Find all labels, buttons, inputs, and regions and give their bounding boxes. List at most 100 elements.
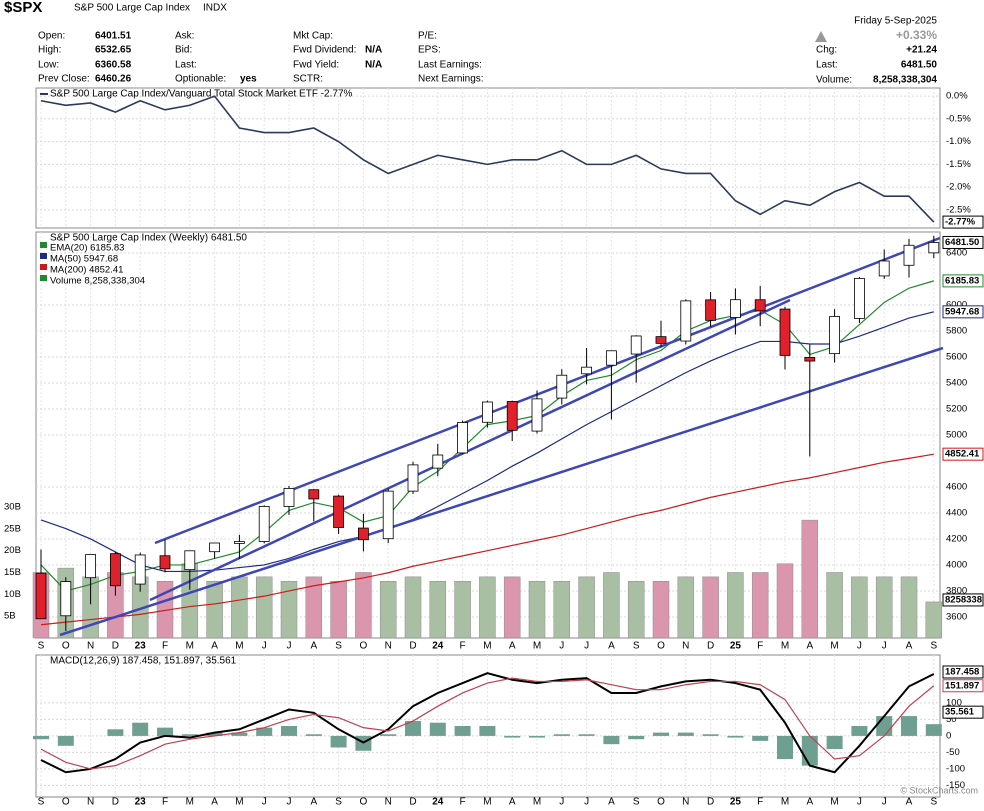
- histogram-bar: [429, 722, 446, 736]
- field-value: yes: [240, 74, 257, 85]
- legend-swatch: [40, 264, 47, 270]
- histogram-bar: [901, 716, 917, 736]
- x-tick-label: M: [235, 641, 243, 652]
- macd-line: [40, 677, 935, 770]
- y-tick-label: 3800: [946, 585, 967, 596]
- field-label: EPS:: [418, 45, 441, 56]
- candle-body: [928, 242, 940, 254]
- volume-tick-label: 20B: [4, 545, 21, 556]
- x-tick-label: D: [112, 641, 119, 652]
- volume-bar: [751, 572, 769, 639]
- legend-entry: Volume 8,258,338,304: [50, 276, 145, 287]
- histogram-bar: [603, 735, 620, 745]
- x-tick-label: O: [360, 641, 368, 652]
- x-tick-label: A: [310, 797, 317, 808]
- x-tick-label: S: [335, 797, 342, 808]
- volume-bar: [603, 572, 620, 639]
- legend-swatch: [40, 242, 47, 248]
- y-tick-label: 5200: [946, 404, 967, 415]
- volume-bar: [900, 576, 918, 639]
- candle-body: [655, 336, 667, 344]
- value-tag: 187.458: [945, 667, 979, 678]
- histogram-bar: [479, 726, 496, 736]
- histogram-bar: [157, 727, 173, 736]
- histogram-bar: [653, 732, 669, 736]
- histogram-bar: [727, 735, 744, 738]
- volume-bar: [355, 572, 372, 639]
- y-tick-label: 6400: [946, 248, 967, 259]
- date: Friday 5-Sep-2025: [854, 16, 937, 27]
- x-tick-label: 24: [432, 797, 444, 808]
- trend-line: [149, 298, 791, 602]
- y-tick-label: -0.5%: [946, 113, 971, 124]
- value-tag-box: [942, 274, 984, 288]
- x-tick-label: O: [657, 797, 665, 808]
- volume-bar: [826, 572, 843, 639]
- candle-body: [357, 527, 369, 541]
- histogram-bar: [206, 732, 223, 736]
- volume-bar: [429, 580, 447, 639]
- volume-bar: [875, 576, 893, 639]
- x-tick-label: S: [335, 641, 342, 652]
- field-value: 6532.65: [95, 45, 132, 56]
- y-tick-label: -2.0%: [946, 182, 971, 193]
- x-tick-label: O: [657, 641, 665, 652]
- value-tag-box: [942, 705, 984, 719]
- field-label: Volume:: [816, 75, 852, 86]
- candle-body: [308, 489, 320, 500]
- x-tick-label: A: [806, 641, 813, 652]
- x-tick-label: J: [559, 641, 564, 652]
- change-pct: +0.33%: [896, 28, 937, 42]
- volume-tick-label: 10B: [4, 589, 21, 600]
- x-tick-label: M: [186, 641, 194, 652]
- y-tick-label: 4000: [946, 559, 967, 570]
- x-tick-label: 25: [730, 797, 742, 808]
- panel-title: S&P 500 Large Cap Index (Weekly) 6481.50: [50, 233, 247, 244]
- candle-body: [829, 316, 840, 355]
- value-tag-box: [942, 665, 984, 679]
- histogram-bar: [281, 726, 297, 736]
- value-tag: 6185.83: [945, 275, 979, 286]
- field-value: +21.24: [906, 45, 937, 56]
- exchange: INDX: [203, 3, 227, 14]
- field-label: Prev Close:: [38, 74, 90, 85]
- volume-tick-label: 30B: [4, 502, 21, 513]
- x-tick-label: S: [633, 797, 640, 808]
- x-tick-label: O: [360, 797, 368, 808]
- x-tick-label: M: [781, 641, 789, 652]
- candle-body: [854, 277, 865, 319]
- x-tick-label: 23: [135, 797, 147, 808]
- credit: © StockCharts.com: [900, 785, 978, 795]
- field-label: Bid:: [175, 45, 192, 56]
- y-tick-label: 3600: [946, 611, 967, 622]
- y-tick-label: 5400: [946, 378, 967, 389]
- x-tick-label: N: [385, 641, 392, 652]
- x-tick-label: J: [287, 797, 292, 808]
- volume-bar: [404, 576, 422, 639]
- field-value: 6481.50: [901, 60, 938, 71]
- y-tick-label: 0.0%: [946, 91, 968, 102]
- x-tick-label: J: [584, 797, 589, 808]
- candle-body: [481, 401, 493, 423]
- y-tick-label: 4200: [946, 533, 967, 544]
- volume-bar: [801, 519, 819, 639]
- up-arrow: [815, 31, 827, 42]
- histogram-bar: [256, 727, 273, 736]
- x-tick-label: F: [162, 797, 168, 808]
- x-tick-label: S: [930, 641, 937, 652]
- x-tick-label: M: [781, 797, 789, 808]
- volume-tick-label: 15B: [4, 567, 21, 578]
- volume-bar: [231, 576, 248, 639]
- histogram-bar: [454, 726, 471, 736]
- candle-body: [159, 555, 171, 570]
- volume-bar: [776, 563, 794, 639]
- value-tag-box: [942, 235, 984, 249]
- x-tick-label: A: [608, 641, 615, 652]
- x-tick-label: J: [882, 797, 887, 808]
- x-tick-label: A: [509, 797, 516, 808]
- volume-bar: [479, 576, 496, 639]
- x-tick-label: A: [806, 797, 813, 808]
- field-label: Last:: [816, 60, 838, 71]
- candle-body: [754, 299, 766, 312]
